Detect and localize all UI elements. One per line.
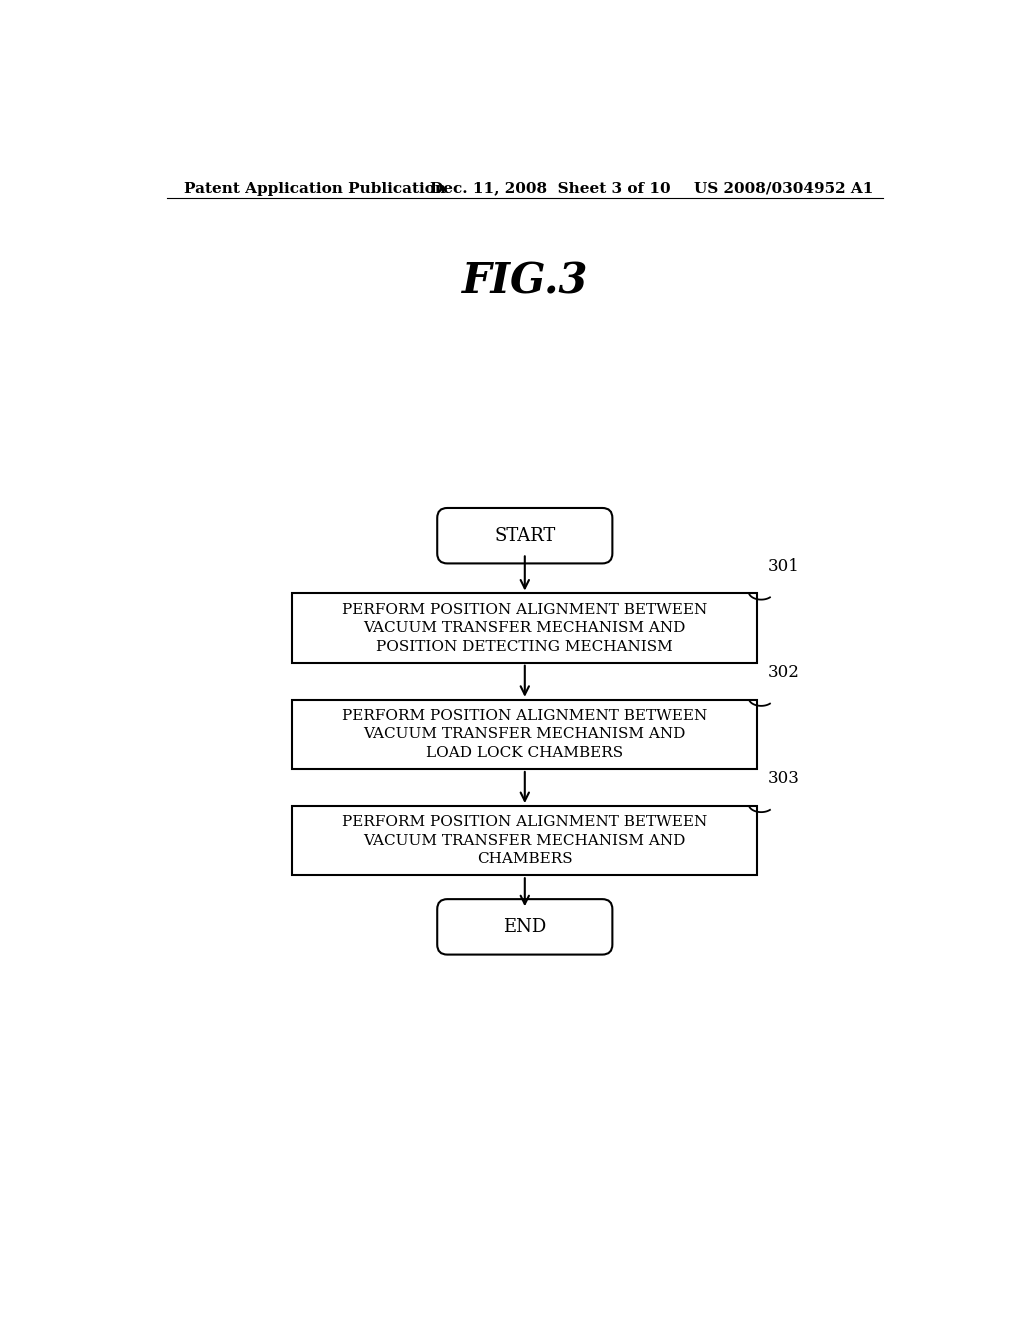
Text: FIG.3: FIG.3 [462,260,588,302]
Text: 302: 302 [767,664,800,681]
Text: US 2008/0304952 A1: US 2008/0304952 A1 [693,182,873,195]
Text: Dec. 11, 2008  Sheet 3 of 10: Dec. 11, 2008 Sheet 3 of 10 [430,182,671,195]
Text: PERFORM POSITION ALIGNMENT BETWEEN
VACUUM TRANSFER MECHANISM AND
POSITION DETECT: PERFORM POSITION ALIGNMENT BETWEEN VACUU… [342,603,708,653]
Text: PERFORM POSITION ALIGNMENT BETWEEN
VACUUM TRANSFER MECHANISM AND
CHAMBERS: PERFORM POSITION ALIGNMENT BETWEEN VACUU… [342,816,708,866]
Text: START: START [495,527,555,545]
Text: 303: 303 [767,771,800,788]
Text: 301: 301 [767,558,800,576]
Text: PERFORM POSITION ALIGNMENT BETWEEN
VACUUM TRANSFER MECHANISM AND
LOAD LOCK CHAMB: PERFORM POSITION ALIGNMENT BETWEEN VACUU… [342,709,708,760]
FancyBboxPatch shape [437,899,612,954]
FancyBboxPatch shape [437,508,612,564]
Text: Patent Application Publication: Patent Application Publication [183,182,445,195]
Bar [292,594,758,663]
Bar [292,700,758,770]
Bar [292,807,758,875]
Text: END: END [503,917,547,936]
